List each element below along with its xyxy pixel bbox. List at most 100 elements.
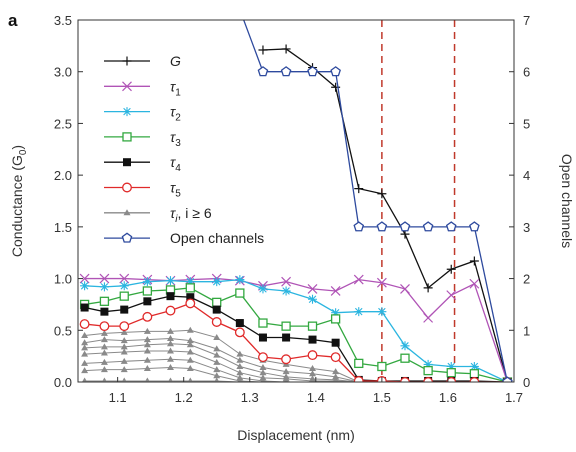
series-11-point-0: [81, 367, 89, 374]
x-tick-label-1: 1.2: [175, 390, 193, 405]
series-2-point-16: [446, 361, 456, 371]
legend-marker-0: [122, 56, 132, 66]
legend-marker-5: [122, 182, 132, 193]
series-5-point-12: [353, 376, 364, 382]
panel-label: a: [8, 11, 18, 30]
series-13-point-9: [280, 66, 292, 77]
series-4-point-2: [120, 305, 129, 314]
series-7-point-5: [186, 337, 194, 344]
series-10-point-0: [81, 359, 89, 366]
series-4-point-9: [282, 333, 291, 342]
series-5-point-14: [400, 377, 410, 382]
x-tick-label-2: 1.3: [241, 390, 259, 405]
series-9-point-5: [186, 348, 194, 355]
series-7-point-8: [259, 364, 267, 371]
y-left-tick-label-4: 2.0: [54, 168, 72, 183]
series-1-point-16: [446, 290, 457, 301]
legend-label-main-6: τ: [170, 205, 176, 221]
series-5: [79, 298, 513, 382]
y-left-tick-label-5: 2.5: [54, 116, 72, 131]
series-5-point-4: [165, 305, 176, 316]
series-1-point-15: [423, 312, 434, 323]
series-3-point-11: [330, 314, 341, 324]
series-9-point-6: [213, 358, 221, 365]
series-2-point-17: [469, 361, 479, 371]
series-12-point-7: [237, 378, 242, 382]
series-2-point-8: [258, 284, 268, 294]
series-9-point-4: [166, 347, 174, 354]
series-8-point-7: [236, 362, 244, 369]
plot-area: [79, 20, 513, 382]
legend-item-7: Open channels: [104, 230, 264, 246]
series-6: [81, 326, 510, 382]
series-5-point-10: [307, 350, 318, 361]
y-left-tick-label-7: 3.5: [54, 13, 72, 28]
series-10-point-4: [166, 355, 174, 362]
series-7-point-3: [143, 336, 151, 343]
y-left-tick-label-3: 1.5: [54, 220, 72, 235]
series-1-point-10: [307, 283, 318, 294]
legend-label-main-1: τ: [170, 78, 176, 94]
y-right-tick-label-4: 4: [523, 168, 530, 183]
series-2-point-13: [377, 307, 387, 317]
series-6-point-11: [332, 368, 340, 375]
series-9-point-9: [282, 375, 290, 382]
series-5-point-7: [234, 327, 245, 338]
legend-item-1: τ1: [104, 78, 181, 98]
x-tick-label-4: 1.5: [373, 390, 391, 405]
series-9-point-0: [81, 350, 89, 357]
series-2-point-4: [165, 276, 175, 286]
y-right-tick-label-6: 6: [523, 65, 530, 80]
series-6-point-1: [100, 329, 108, 336]
series-5-point-11: [330, 352, 341, 363]
series-9-point-3: [143, 347, 151, 354]
y-left-tick-label-2: 1.0: [54, 272, 72, 287]
y-right-tick-label-1: 1: [523, 323, 530, 338]
legend-item-6: τi, i ≥ 6: [104, 205, 212, 225]
series-0: [258, 44, 512, 382]
legend-label-4: τ4: [170, 154, 181, 174]
series-3-point-10: [307, 321, 318, 331]
series-7-point-9: [282, 368, 290, 375]
legend-label-sub-5: 5: [175, 189, 181, 200]
series-line-13: [243, 20, 509, 382]
legend-label-sub-3: 3: [175, 138, 181, 149]
series-13-point-13: [376, 221, 388, 232]
series-5-point-2: [119, 321, 130, 332]
series-1-point-0: [79, 273, 90, 284]
legend-label-sub-1: 1: [175, 87, 181, 98]
series-1-point-1: [99, 273, 110, 284]
series-2-point-6: [212, 277, 222, 287]
x-tick-label-0: 1.1: [109, 390, 127, 405]
legend-label-6: τi, i ≥ 6: [170, 205, 212, 225]
series-2-point-7: [235, 275, 245, 285]
series-3-point-3: [142, 286, 153, 296]
y-left-tick-label-6: 3.0: [54, 65, 72, 80]
legend-marker-3: [122, 132, 132, 142]
series-9-point-7: [236, 369, 244, 376]
series-6-point-7: [236, 350, 244, 357]
series-1-point-9: [281, 276, 292, 287]
series-8-point-1: [100, 343, 108, 350]
series-5-point-6: [211, 317, 222, 327]
series-12-point-10: [310, 378, 315, 382]
series-5-point-17: [469, 377, 480, 382]
y-right-tick-label-5: 5: [523, 116, 530, 131]
series-12-point-9: [284, 378, 289, 382]
series-1-point-13: [376, 277, 387, 288]
legend-marker-1: [122, 81, 132, 92]
legend-item-3: τ3: [104, 129, 181, 149]
series-3: [79, 283, 513, 382]
series-12-point-4: [167, 377, 174, 382]
series-3-point-2: [119, 291, 129, 301]
series-3-point-13: [377, 361, 387, 372]
series-2-point-10: [308, 294, 318, 304]
series-5-point-9: [281, 354, 292, 365]
series-11-point-6: [213, 372, 221, 379]
y-axis-right-label: Open channels: [559, 154, 575, 248]
series-7-point-0: [81, 339, 89, 346]
series-2-point-2: [119, 281, 129, 291]
series-10-point-7: [236, 374, 244, 381]
series-0-point-11: [331, 82, 341, 92]
series-8-point-2: [120, 343, 128, 350]
